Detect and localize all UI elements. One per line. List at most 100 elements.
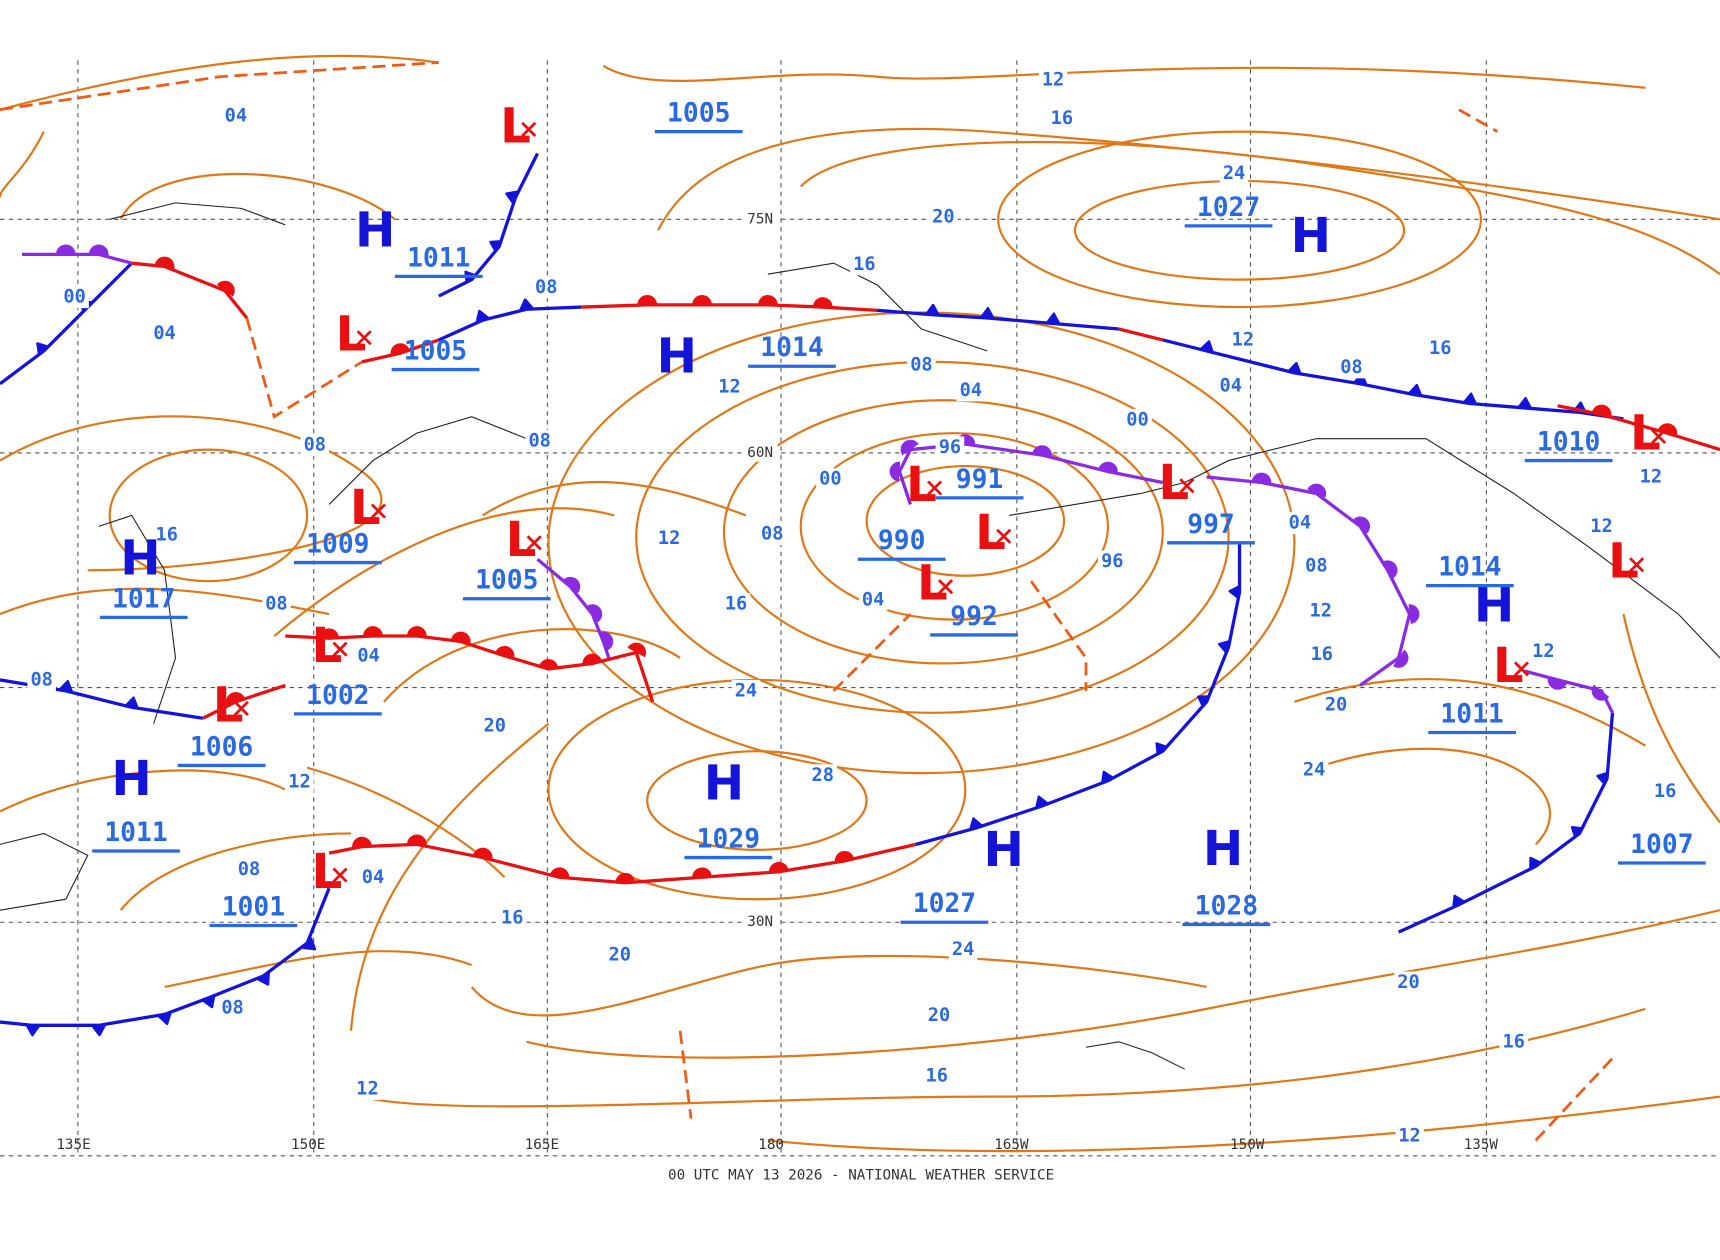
- isobar-label: 16: [501, 907, 523, 928]
- label-bg: [1216, 375, 1246, 397]
- high-symbol: H: [120, 530, 160, 586]
- longitude-label: 135W: [1464, 1137, 1499, 1153]
- trough: [0, 61, 439, 112]
- central-pressure: 1017: [112, 584, 175, 614]
- label-bg: [1299, 758, 1329, 781]
- label-bg: [358, 866, 388, 889]
- central-pressure: 1007: [1630, 830, 1693, 860]
- central-pressure: 1005: [404, 337, 467, 367]
- front: [1206, 472, 1420, 687]
- isobar-label: 20: [1325, 695, 1347, 716]
- label-bg: [948, 938, 978, 961]
- isobar-label: 12: [1042, 70, 1064, 91]
- central-pressure: 1028: [1195, 891, 1258, 921]
- front: [361, 338, 440, 364]
- isobar: [657, 127, 1720, 231]
- isobar-label: 12: [1532, 641, 1554, 662]
- isobar-label: 00: [1126, 410, 1148, 431]
- footer: 00 UTC MAY 13 2026 - NATIONAL WEATHER SE…: [668, 1168, 1054, 1184]
- front: [1557, 404, 1720, 452]
- label-bg: [1098, 550, 1127, 573]
- label-bg: [285, 770, 314, 793]
- isobar: [1294, 677, 1646, 747]
- low-cross: [332, 867, 348, 883]
- label-bg: [907, 354, 936, 377]
- longitude-label: 165E: [525, 1137, 559, 1153]
- central-pressure: 1010: [1537, 428, 1600, 458]
- label-bg: [742, 210, 778, 229]
- high-symbol: H: [1203, 821, 1243, 877]
- trough: [245, 317, 363, 419]
- isobar: [108, 448, 309, 583]
- low-cross: [233, 700, 249, 716]
- isobar-label: 24: [735, 680, 757, 701]
- coastline: [0, 832, 89, 911]
- isobar-label: 16: [1654, 781, 1676, 802]
- isobar: [470, 954, 1207, 1017]
- isobar-label: 00: [819, 469, 841, 490]
- label-bg: [1499, 1030, 1529, 1053]
- central-pressure: 1014: [760, 333, 823, 363]
- isobar-label: 12: [1640, 467, 1662, 488]
- label-bg: [858, 588, 888, 611]
- isobar-label: 04: [362, 867, 384, 888]
- label-bg: [480, 714, 509, 737]
- label-bg: [221, 105, 251, 128]
- low-cross: [521, 121, 537, 137]
- label-bg: [1426, 337, 1455, 360]
- isobar-label: 04: [1289, 513, 1311, 534]
- isobar-label: 08: [304, 435, 326, 456]
- front: [889, 434, 1164, 505]
- longitude-label: 135E: [56, 1137, 90, 1153]
- high-symbol: H: [984, 822, 1024, 878]
- isobar-label: 16: [1311, 644, 1333, 665]
- label-bg: [152, 524, 181, 547]
- trough: [678, 1030, 693, 1119]
- label-bg: [1650, 780, 1680, 803]
- isobar-label: 04: [153, 323, 175, 344]
- isobar-label: 16: [156, 525, 178, 546]
- longitude-label: 150E: [291, 1137, 325, 1153]
- label-bg: [1394, 971, 1423, 994]
- isobar-label: 08: [761, 524, 783, 545]
- central-pressure: 1027: [1197, 193, 1260, 223]
- label-bg: [1038, 69, 1068, 92]
- high-symbol: H: [355, 203, 395, 259]
- isobar-label: 12: [1590, 516, 1612, 537]
- label-bg: [1219, 162, 1249, 185]
- high-symbol: H: [1291, 208, 1331, 264]
- isobar-label: 00: [63, 287, 85, 308]
- isobar-label: 08: [238, 859, 260, 880]
- isobar-label: 08: [221, 997, 243, 1018]
- isobar-label: 08: [1305, 555, 1327, 576]
- label-bg: [60, 286, 89, 309]
- label-bg: [922, 1064, 952, 1087]
- label-bg: [816, 468, 845, 491]
- front: [581, 294, 878, 312]
- front: [285, 626, 655, 703]
- label-bg: [1587, 515, 1616, 538]
- isobar-label: 16: [926, 1065, 948, 1086]
- front: [877, 310, 1120, 331]
- label-bg: [742, 444, 778, 462]
- central-pressure: 1005: [475, 566, 538, 596]
- isobar-label: 12: [658, 528, 680, 549]
- isobar-label: 08: [528, 430, 550, 451]
- label-bg: [924, 1004, 954, 1027]
- longitude-label: 165W: [994, 1137, 1029, 1153]
- isobar-label: 20: [928, 1005, 950, 1026]
- isobar-label: 08: [30, 669, 52, 690]
- front: [536, 558, 614, 659]
- front: [131, 256, 249, 320]
- isobar: [722, 399, 1164, 665]
- isobar-label: 12: [1232, 329, 1254, 350]
- label-bg: [757, 523, 787, 546]
- front: [0, 887, 331, 1025]
- isobar-label: 12: [288, 771, 310, 792]
- isobar-label: 12: [1398, 1126, 1420, 1147]
- label-bg: [654, 527, 684, 550]
- label-bg: [935, 436, 965, 459]
- front: [1524, 669, 1614, 714]
- isobar-label: 04: [1220, 376, 1242, 397]
